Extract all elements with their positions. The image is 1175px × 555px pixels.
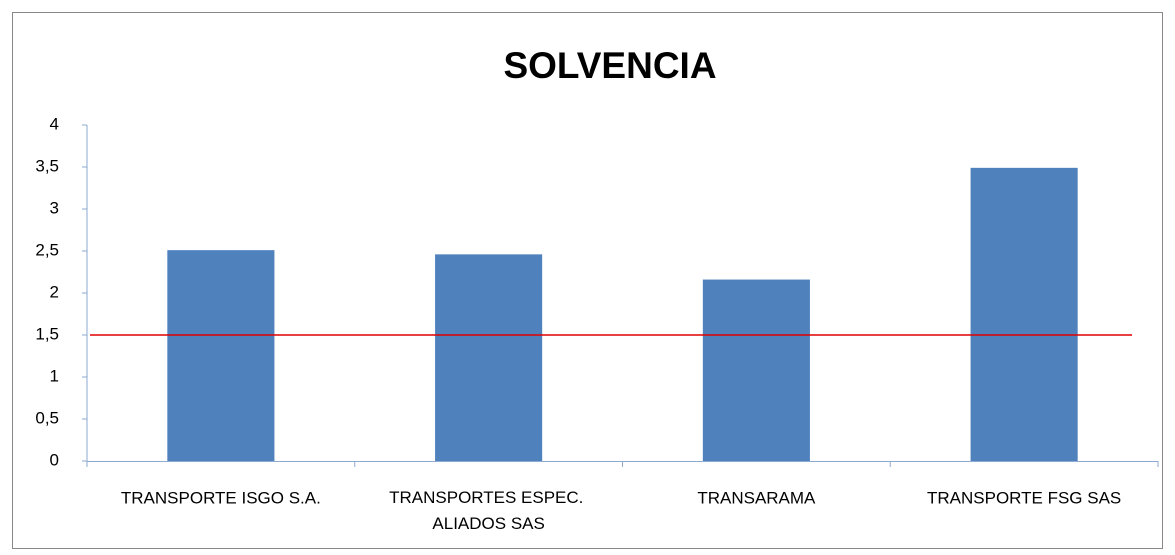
x-tick-label: TRANSPORTES ESPEC. ALIADOS SAS: [389, 488, 588, 533]
bar: [970, 167, 1078, 461]
bar: [167, 250, 275, 461]
chart-title: SOLVENCIA: [503, 45, 716, 86]
x-tick-label: TRANSPORTE FSG SAS: [927, 488, 1121, 507]
y-tick-label: 0,5: [35, 408, 59, 427]
y-tick-label: 1: [50, 366, 59, 385]
bar: [435, 254, 543, 461]
y-tick-label: 3,5: [35, 156, 59, 175]
y-tick-label: 4: [50, 114, 59, 133]
y-tick-label: 1,5: [35, 324, 59, 343]
x-tick-label: TRANSPORTE ISGO S.A.: [121, 488, 321, 507]
bar: [702, 279, 810, 461]
y-tick-label: 2: [50, 282, 59, 301]
y-tick-label: 0: [50, 450, 59, 469]
y-tick-label: 3: [50, 198, 59, 217]
x-tick-label: TRANSARAMA: [697, 488, 816, 507]
y-tick-label: 2,5: [35, 240, 59, 259]
